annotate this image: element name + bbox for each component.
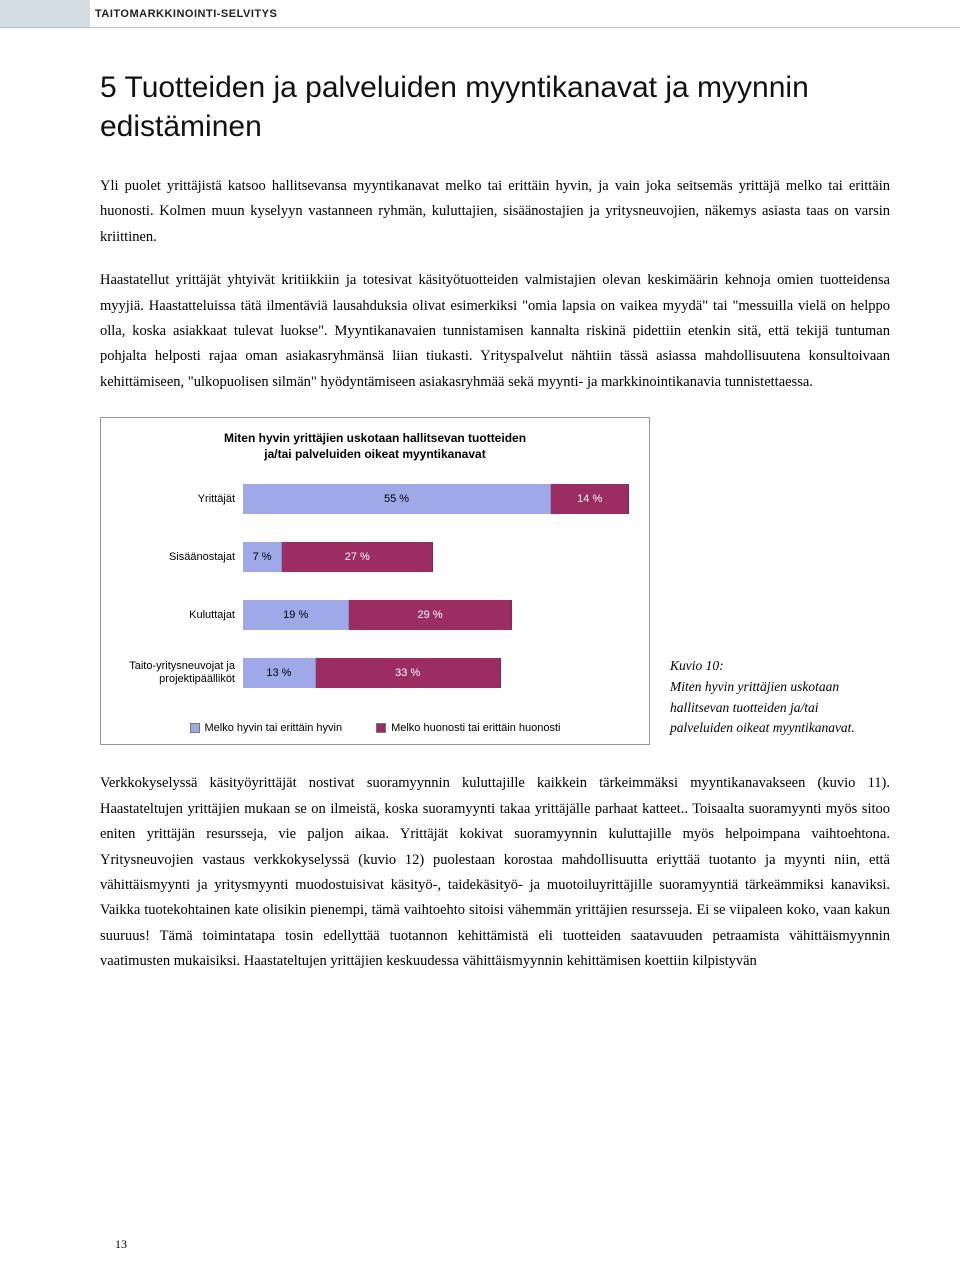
- legend-good-label: Melko hyvin tai erittäin hyvin: [205, 722, 343, 734]
- header-title: TAITOMARKKINOINTI-SELVITYS: [95, 8, 277, 20]
- bar-track: 55 %14 %: [243, 484, 635, 514]
- paragraph-1: Yli puolet yrittäjistä katsoo hallitseva…: [100, 174, 890, 250]
- bar-track: 13 %33 %: [243, 658, 635, 688]
- page-content: 5 Tuotteiden ja palveluiden myyntikanava…: [0, 28, 960, 974]
- swatch-bad: [376, 723, 386, 733]
- bar-track: 19 %29 %: [243, 600, 635, 630]
- swatch-good: [190, 723, 200, 733]
- legend-good: Melko hyvin tai erittäin hyvin: [190, 722, 343, 734]
- bar-seg-good: 55 %: [243, 484, 551, 514]
- chart-legend: Melko hyvin tai erittäin hyvin Melko huo…: [115, 716, 635, 734]
- bar-label: Kuluttajat: [115, 609, 243, 622]
- bar-seg-bad: 14 %: [551, 484, 629, 514]
- bar-seg-bad: 33 %: [316, 658, 501, 688]
- paragraph-2: Haastatellut yrittäjät yhtyivät kritiikk…: [100, 268, 890, 395]
- chart-title-l1: Miten hyvin yrittäjien uskotaan hallitse…: [224, 431, 526, 445]
- bar-track: 7 %27 %: [243, 542, 635, 572]
- chart-caption: Kuvio 10: Miten hyvin yrittäjien uskotaa…: [670, 656, 870, 746]
- bar-seg-bad: 27 %: [282, 542, 433, 572]
- section-heading: 5 Tuotteiden ja palveluiden myyntikanava…: [100, 68, 890, 146]
- bar-label: Yrittäjät: [115, 493, 243, 506]
- bar-seg-good: 7 %: [243, 542, 282, 572]
- caption-l2: Miten hyvin yrittäjien uskotaan hallitse…: [670, 679, 855, 736]
- bar-row: Sisäänostajat7 %27 %: [115, 542, 635, 572]
- bar-row: Taito-yritysneuvojat ja projektipäällikö…: [115, 658, 635, 688]
- bar-row: Kuluttajat19 %29 %: [115, 600, 635, 630]
- legend-bad: Melko huonosti tai erittäin huonosti: [376, 722, 560, 734]
- chart-container: Miten hyvin yrittäjien uskotaan hallitse…: [100, 417, 650, 745]
- chart-bars: Yrittäjät55 %14 % Sisäänostajat7 %27 % Kul…: [115, 484, 635, 688]
- chart-row: Miten hyvin yrittäjien uskotaan hallitse…: [100, 417, 890, 745]
- caption-l1: Kuvio 10:: [670, 658, 724, 673]
- bar-label: Taito-yritysneuvojat ja projektipäällikö…: [115, 660, 243, 686]
- bar-seg-good: 13 %: [243, 658, 316, 688]
- chart-title-l2: ja/tai palveluiden oikeat myyntikanavat: [264, 447, 485, 461]
- bar-seg-good: 19 %: [243, 600, 349, 630]
- legend-bad-label: Melko huonosti tai erittäin huonosti: [391, 722, 560, 734]
- bar-row: Yrittäjät55 %14 %: [115, 484, 635, 514]
- bar-seg-bad: 29 %: [349, 600, 511, 630]
- page-number: 13: [115, 1237, 127, 1252]
- chart-title: Miten hyvin yrittäjien uskotaan hallitse…: [115, 430, 635, 462]
- bar-label: Sisäänostajat: [115, 551, 243, 564]
- page-header: TAITOMARKKINOINTI-SELVITYS: [0, 0, 960, 28]
- paragraph-3: Verkkokyselyssä käsityöyrittäjät nostiva…: [100, 771, 890, 974]
